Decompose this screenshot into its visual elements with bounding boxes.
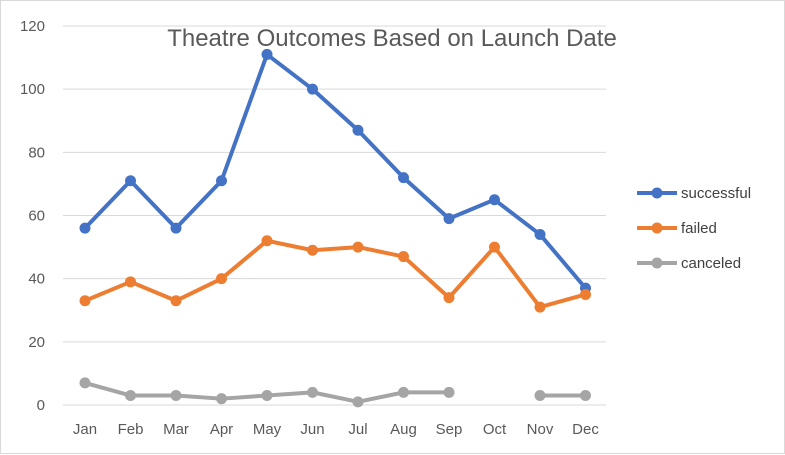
x-tick-label: Jun <box>300 421 324 438</box>
data-point-failed <box>534 301 546 313</box>
data-point-canceled <box>261 390 273 402</box>
data-point-canceled <box>352 396 364 408</box>
data-point-canceled <box>170 390 182 402</box>
data-point-successful <box>534 228 546 240</box>
series-successful <box>79 48 591 294</box>
data-point-successful <box>443 213 455 225</box>
data-point-successful <box>261 48 273 60</box>
legend-swatch-marker <box>651 222 663 234</box>
data-point-failed <box>125 276 136 288</box>
series-line-canceled <box>83 380 588 404</box>
legend-label: canceled <box>681 255 741 272</box>
legend-label: successful <box>681 185 751 202</box>
y-tick-label: 40 <box>28 271 45 288</box>
data-point-canceled <box>398 386 409 398</box>
legend-item-canceled: canceled <box>637 255 741 272</box>
data-point-failed <box>79 295 91 307</box>
y-tick-label: 20 <box>28 334 45 351</box>
data-point-failed <box>352 241 364 253</box>
x-tick-label: Apr <box>210 421 233 438</box>
data-point-canceled <box>79 377 91 389</box>
legend-item-successful: successful <box>637 185 751 202</box>
data-point-failed <box>443 292 455 304</box>
data-point-canceled <box>307 386 318 398</box>
data-point-successful <box>307 83 318 95</box>
series-line-successful <box>83 52 588 291</box>
x-tick-label: May <box>253 421 282 438</box>
x-tick-label: Feb <box>118 421 144 438</box>
data-point-canceled <box>125 390 136 402</box>
legend: successful failed canceled <box>637 185 751 272</box>
data-point-canceled <box>216 393 227 405</box>
y-tick-label: 100 <box>20 81 45 98</box>
data-point-failed <box>489 241 500 253</box>
chart-title: Theatre Outcomes Based on Launch Date <box>167 25 617 52</box>
data-point-failed <box>580 288 591 300</box>
data-point-canceled <box>580 390 591 402</box>
x-tick-label: Sep <box>436 421 463 438</box>
data-point-canceled <box>443 386 455 398</box>
x-axis-ticks: Jan Feb Mar Apr May Jun Jul Aug Sep Oct Nov Dec <box>73 421 599 438</box>
legend-label: failed <box>681 220 717 237</box>
data-point-failed <box>261 235 273 247</box>
data-point-successful <box>398 172 409 184</box>
legend-swatch-marker <box>651 257 663 269</box>
data-point-canceled <box>534 390 546 402</box>
x-tick-label: Aug <box>390 421 417 438</box>
series-canceled <box>79 377 591 408</box>
data-point-failed <box>170 295 182 307</box>
x-tick-label: Nov <box>527 421 554 438</box>
y-tick-label: 0 <box>37 397 45 414</box>
x-tick-label: Dec <box>572 421 599 438</box>
y-tick-label: 120 <box>20 18 45 35</box>
data-point-failed <box>216 273 227 285</box>
data-point-successful <box>79 222 91 234</box>
y-tick-label: 80 <box>28 144 45 161</box>
data-point-failed <box>398 251 409 263</box>
x-tick-label: Jul <box>348 421 367 438</box>
x-tick-label: Oct <box>483 421 507 438</box>
series-line-failed <box>83 238 588 310</box>
series-failed <box>79 235 591 313</box>
data-point-successful <box>489 194 500 206</box>
x-tick-label: Mar <box>163 421 189 438</box>
series-group <box>79 48 591 408</box>
data-point-successful <box>352 124 364 136</box>
y-tick-label: 60 <box>28 208 45 225</box>
data-point-successful <box>170 222 182 234</box>
legend-swatch-marker <box>651 187 663 199</box>
y-axis-ticks: 0 20 40 60 80 100 120 <box>20 18 45 414</box>
data-point-successful <box>125 175 136 187</box>
x-tick-label: Jan <box>73 421 97 438</box>
gridlines <box>63 25 606 406</box>
data-point-failed <box>307 244 318 256</box>
data-point-successful <box>216 175 227 187</box>
legend-item-failed: failed <box>637 220 717 237</box>
